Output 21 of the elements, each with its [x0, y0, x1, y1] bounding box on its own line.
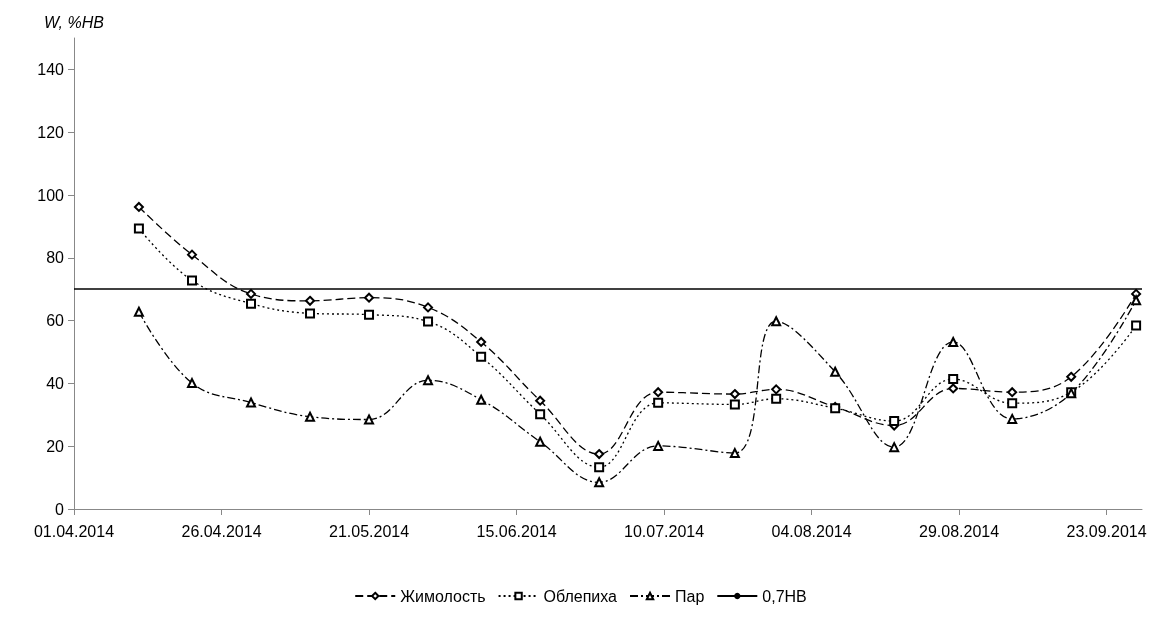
y-tick-label: 80: [46, 249, 65, 267]
x-tick-label: 01.04.2014: [33, 522, 115, 540]
x-tick-label: 15.06.2014: [476, 522, 557, 540]
y-tick-label: 60: [46, 312, 65, 330]
y-tick-label: 20: [46, 437, 65, 455]
y-tick-label: 40: [46, 374, 65, 392]
x-tick-label: 21.05.2014: [328, 522, 410, 540]
y-tick-label: 100: [37, 186, 65, 204]
y-tick-label: 0: [55, 500, 65, 518]
x-tick-label: 26.04.2014: [181, 522, 262, 540]
legend-label: Жимолость: [400, 587, 486, 605]
x-tick-label: 04.08.2014: [771, 522, 852, 540]
y-tick-label: 140: [37, 60, 65, 78]
legend-label: 0,7HB: [762, 587, 807, 605]
legend-label: Облепиха: [543, 587, 618, 605]
x-tick-label: 29.08.2014: [919, 522, 1000, 540]
y-axis-title: W, %HB: [44, 13, 105, 31]
x-tick-label: 23.09.2014: [1066, 522, 1147, 540]
y-tick-label: 120: [37, 123, 65, 141]
x-tick-label: 10.07.2014: [624, 522, 705, 540]
legend-label: Пар: [675, 587, 705, 605]
